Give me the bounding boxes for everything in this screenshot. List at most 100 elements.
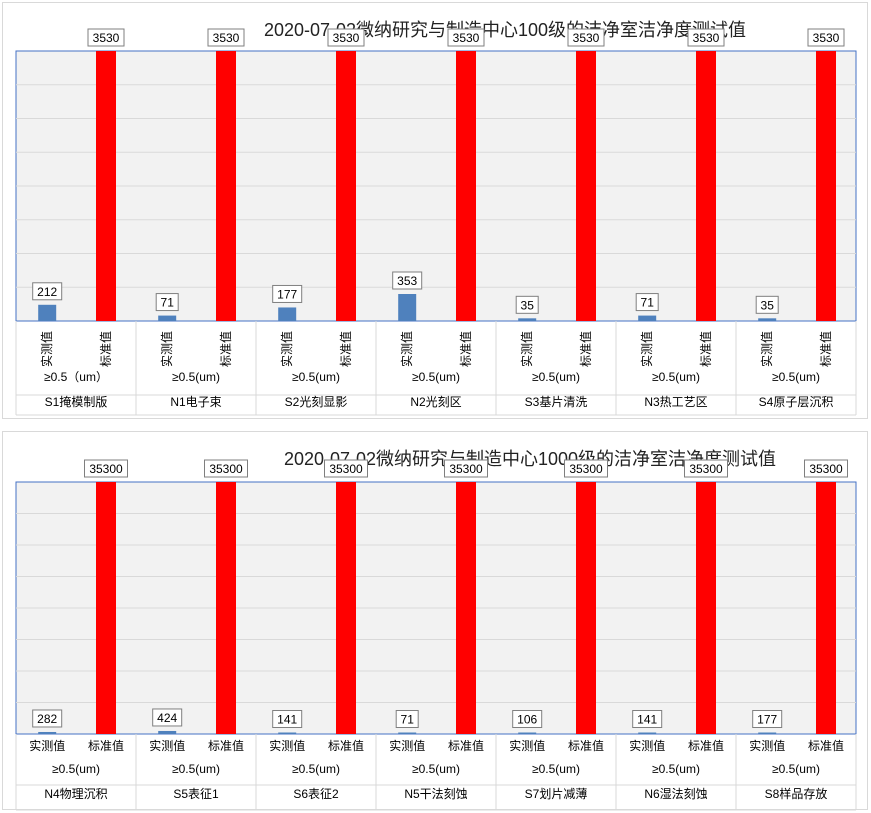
particle-size-label: ≥0.5(um)	[172, 762, 220, 776]
data-label-standard-box	[687, 28, 725, 47]
series-tick-label: 标准值	[578, 331, 593, 367]
data-label-measured-box	[152, 708, 183, 727]
data-label-standard: 35300	[449, 462, 483, 476]
series-tick-label: 实测值	[389, 738, 425, 753]
data-label-measured-box	[32, 282, 63, 301]
chart-panel-100: 2020-07-02微纳研究与制造中心100级的洁净室洁净度测试值 212 353…	[2, 2, 868, 419]
particle-size-label: ≥0.5(um)	[412, 370, 460, 384]
data-label-standard: 3530	[573, 31, 600, 45]
data-label-measured: 71	[161, 296, 175, 310]
series-tick-label: 标准值	[698, 331, 713, 367]
series-tick-label: 标准值	[448, 738, 484, 753]
data-label-standard-box	[84, 459, 128, 478]
room-label: N3热工艺区	[644, 395, 707, 409]
particle-size-label: ≥0.5(um)	[772, 762, 820, 776]
data-label-standard-box	[444, 459, 488, 478]
data-label-standard: 3530	[93, 31, 120, 45]
data-label-standard-box	[87, 28, 125, 47]
series-tick-label: 实测值	[149, 738, 185, 753]
room-label: N4物理沉积	[44, 787, 107, 801]
data-label-measured: 71	[401, 713, 415, 727]
data-label-measured-box	[512, 710, 543, 728]
data-label-standard-box	[324, 459, 368, 478]
room-label: S6表征2	[293, 787, 339, 801]
series-tick-label: 标准值	[88, 738, 124, 753]
bar-standard	[696, 482, 716, 734]
series-tick-label: 标准值	[688, 738, 724, 753]
bar-measured	[278, 732, 297, 734]
data-label-measured-box	[752, 710, 783, 728]
data-label-measured: 35	[521, 298, 535, 312]
data-label-standard: 3530	[693, 31, 720, 45]
data-label-standard: 35300	[809, 462, 843, 476]
bar-standard	[456, 51, 476, 321]
series-tick-label: 标准值	[328, 738, 364, 753]
particle-size-label: ≥0.5(um)	[412, 762, 460, 776]
data-label-measured: 353	[397, 274, 417, 288]
series-tick-label: 实测值	[629, 738, 665, 753]
room-label: S2光刻显影	[285, 395, 348, 409]
series-tick-label: 实测值	[399, 331, 414, 367]
room-label: N2光刻区	[410, 395, 461, 409]
bar-standard	[576, 51, 596, 321]
series-tick-label: 实测值	[159, 331, 174, 367]
particle-size-label: ≥0.5(um)	[532, 370, 580, 384]
bar-measured	[158, 730, 177, 734]
data-label-standard-box	[807, 28, 845, 47]
data-label-standard: 35300	[689, 462, 723, 476]
bar-standard	[576, 482, 596, 734]
room-label: N6湿法刻蚀	[644, 786, 707, 801]
data-label-measured-box	[155, 293, 179, 312]
data-label-measured: 177	[757, 713, 777, 727]
series-tick-label: 实测值	[519, 331, 534, 367]
room-label: S3基片清洗	[525, 395, 588, 409]
series-tick-label: 标准值	[338, 331, 353, 367]
bar-standard	[216, 482, 236, 734]
bar-measured	[638, 315, 657, 321]
room-label: N5干法刻蚀	[404, 787, 467, 801]
bar-standard	[816, 51, 836, 321]
data-label-standard: 35300	[89, 462, 123, 476]
bar-standard	[816, 482, 836, 734]
particle-size-label: ≥0.5(um)	[772, 370, 820, 384]
data-label-measured-box	[272, 284, 303, 303]
series-tick-label: 实测值	[269, 738, 305, 753]
data-label-standard-box	[564, 459, 608, 478]
bar-measured	[278, 307, 297, 321]
data-label-standard-box	[207, 28, 245, 47]
series-tick-label: 实测值	[749, 738, 785, 753]
data-label-measured-box	[272, 710, 303, 728]
bar-measured	[38, 304, 57, 321]
data-label-standard: 3530	[213, 31, 240, 45]
data-label-measured: 35	[761, 298, 775, 312]
chart-svg-100: 212 3530 实测值 标准值 ≥0.5（um） S1掩模制版 71 3530 实测值 标准值 ≥…	[15, 28, 857, 416]
data-label-standard: 3530	[453, 31, 480, 45]
series-tick-label: 实测值	[29, 738, 65, 753]
data-label-measured: 141	[637, 713, 657, 727]
data-label-measured: 106	[517, 713, 537, 727]
data-label-standard-box	[447, 28, 485, 47]
series-tick-label: 实测值	[279, 331, 294, 367]
series-tick-label: 标准值	[808, 738, 844, 753]
data-label-standard-box	[327, 28, 365, 47]
data-label-measured-box	[395, 710, 419, 728]
series-tick-label: 实测值	[509, 738, 545, 753]
room-label: S1掩模制版	[45, 395, 108, 409]
particle-size-label: ≥0.5（um）	[44, 370, 108, 384]
data-label-measured: 141	[277, 713, 297, 727]
bar-measured	[758, 732, 777, 734]
data-label-measured-box	[515, 295, 539, 314]
particle-size-label: ≥0.5(um)	[532, 762, 580, 776]
bar-standard	[216, 51, 236, 321]
series-tick-label: 标准值	[818, 331, 833, 367]
bar-measured	[38, 731, 57, 734]
series-tick-label: 实测值	[759, 331, 774, 367]
bar-measured	[518, 732, 537, 734]
bar-standard	[96, 482, 116, 734]
series-tick-label: 标准值	[98, 331, 113, 367]
bar-measured	[758, 318, 777, 321]
bar-measured	[158, 315, 177, 321]
bar-standard	[456, 482, 476, 734]
particle-size-label: ≥0.5(um)	[52, 762, 100, 776]
bar-measured	[398, 294, 417, 321]
